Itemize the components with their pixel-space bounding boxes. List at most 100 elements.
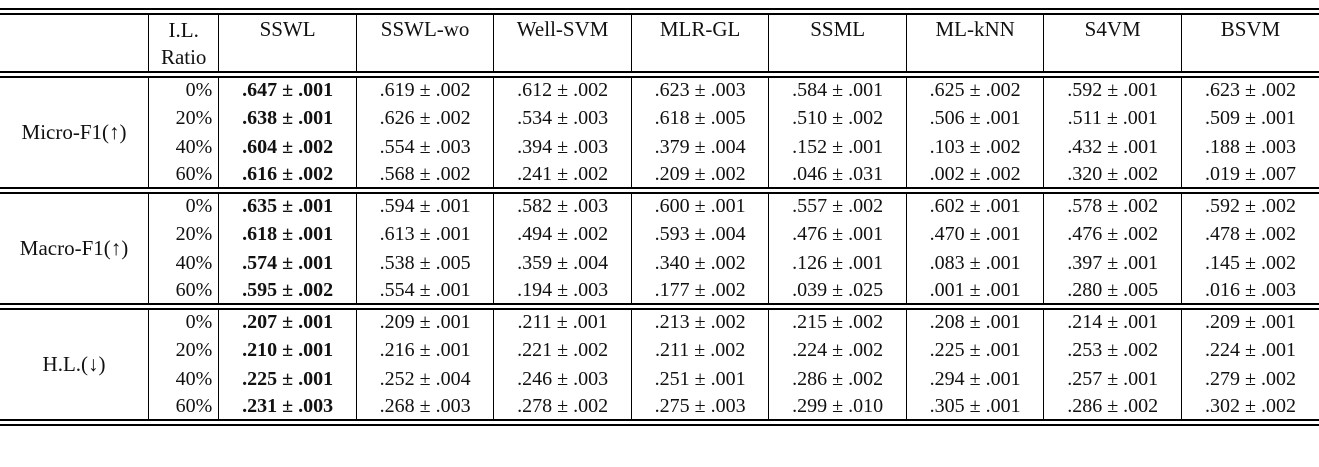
cell-mlr-gl: .600 ± .001	[630, 190, 769, 220]
cell-mlr-gl: .593 ± .004	[630, 219, 769, 249]
ratio-cell: 60%	[148, 161, 219, 191]
cell-s4vm: .257 ± .001	[1043, 364, 1182, 394]
cell-ssml: .224 ± .002	[768, 335, 907, 365]
cell-ssml: .046 ± .031	[768, 161, 907, 191]
ratio-cell: 0%	[148, 306, 219, 336]
cell-sswl: .638 ± .001	[218, 103, 357, 133]
metric-label-hl: H.L.(↓)	[42, 352, 106, 376]
col-header-well-svm: Well-SVM	[493, 11, 632, 75]
cell-mlr-gl: .340 ± .002	[630, 248, 769, 278]
col-header-ssml: SSML	[768, 11, 907, 75]
col-header-sswl-wo: SSWL-wo	[355, 11, 494, 75]
cell-sswl: .635 ± .001	[218, 190, 357, 220]
cell-ml-knn: .305 ± .001	[905, 393, 1044, 423]
cell-bsvm: .478 ± .002	[1180, 219, 1319, 249]
cell-s4vm: .397 ± .001	[1043, 248, 1182, 278]
cell-bsvm: .019 ± .007	[1180, 161, 1319, 191]
cell-sswl: .207 ± .001	[218, 306, 357, 336]
cell-sswl-wo: .209 ± .001	[355, 306, 494, 336]
cell-sswl: .616 ± .002	[218, 161, 357, 191]
cell-s4vm: .320 ± .002	[1043, 161, 1182, 191]
il-label-line2: Ratio	[160, 45, 207, 69]
cell-sswl-wo: .538 ± .005	[355, 248, 494, 278]
cell-sswl-wo: .554 ± .001	[355, 277, 494, 307]
cell-ml-knn: .002 ± .002	[905, 161, 1044, 191]
cell-ssml: .126 ± .001	[768, 248, 907, 278]
section-macro-f1: Macro-F1(↑) 0% .635 ± .001 .594 ± .001 .…	[0, 190, 1319, 307]
ratio-cell: 40%	[148, 248, 219, 278]
cell-s4vm: .432 ± .001	[1043, 132, 1182, 162]
metric-label-micro-f1: Micro-F1(↑)	[21, 120, 127, 144]
cell-ssml: .215 ± .002	[768, 306, 907, 336]
cell-ml-knn: .470 ± .001	[905, 219, 1044, 249]
ratio-cell: 20%	[148, 335, 219, 365]
corner-cell	[0, 12, 149, 75]
cell-sswl-wo: .613 ± .001	[355, 219, 494, 249]
cell-ml-knn: .083 ± .001	[905, 248, 1044, 278]
cell-mlr-gl: .618 ± .005	[630, 103, 769, 133]
cell-sswl: .647 ± .001	[218, 74, 357, 104]
cell-ml-knn: .001 ± .001	[905, 277, 1044, 307]
cell-sswl-wo: .268 ± .003	[355, 393, 494, 423]
cell-ssml: .039 ± .025	[768, 277, 907, 307]
cell-s4vm: .286 ± .002	[1043, 393, 1182, 423]
cell-well-svm: .582 ± .003	[493, 190, 632, 220]
cell-bsvm: .224 ± .001	[1180, 335, 1319, 365]
table-row: 40% .225 ± .001 .252 ± .004 .246 ± .003 …	[0, 364, 1319, 394]
cell-ml-knn: .225 ± .001	[905, 335, 1044, 365]
cell-sswl-wo: .568 ± .002	[355, 161, 494, 191]
cell-ssml: .476 ± .001	[768, 219, 907, 249]
cell-s4vm: .280 ± .005	[1043, 277, 1182, 307]
cell-sswl: .574 ± .001	[218, 248, 357, 278]
cell-well-svm: .221 ± .002	[493, 335, 632, 365]
metric-label-macro-f1: Macro-F1(↑)	[19, 236, 129, 260]
cell-mlr-gl: .213 ± .002	[630, 306, 769, 336]
cell-well-svm: .278 ± .002	[493, 393, 632, 423]
cell-ssml: .584 ± .001	[768, 74, 907, 104]
cell-bsvm: .016 ± .003	[1180, 277, 1319, 307]
col-header-mlr-gl: MLR-GL	[630, 11, 769, 75]
ratio-cell: 20%	[148, 219, 219, 249]
cell-ml-knn: .208 ± .001	[905, 306, 1044, 336]
cell-ml-knn: .625 ± .002	[905, 74, 1044, 104]
col-header-s4vm: S4VM	[1043, 11, 1182, 75]
il-label-line1: I.L.	[168, 18, 199, 42]
cell-sswl-wo: .619 ± .002	[355, 74, 494, 104]
cell-well-svm: .394 ± .003	[493, 132, 632, 162]
cell-sswl-wo: .554 ± .003	[355, 132, 494, 162]
cell-bsvm: .592 ± .002	[1180, 190, 1319, 220]
section-micro-f1: Micro-F1(↑) 0% .647 ± .001 .619 ± .002 .…	[0, 74, 1319, 191]
cell-mlr-gl: .211 ± .002	[630, 335, 769, 365]
cell-well-svm: .359 ± .004	[493, 248, 632, 278]
cell-sswl: .210 ± .001	[218, 335, 357, 365]
cell-bsvm: .509 ± .001	[1180, 103, 1319, 133]
cell-bsvm: .209 ± .001	[1180, 306, 1319, 336]
cell-ssml: .152 ± .001	[768, 132, 907, 162]
cell-s4vm: .214 ± .001	[1043, 306, 1182, 336]
cell-sswl-wo: .594 ± .001	[355, 190, 494, 220]
cell-ssml: .299 ± .010	[768, 393, 907, 423]
table-row: 60% .595 ± .002 .554 ± .001 .194 ± .003 …	[0, 277, 1319, 307]
ratio-cell: 40%	[148, 132, 219, 162]
cell-s4vm: .253 ± .002	[1043, 335, 1182, 365]
ratio-cell: 40%	[148, 364, 219, 394]
cell-sswl: .595 ± .002	[218, 277, 357, 307]
cell-bsvm: .279 ± .002	[1180, 364, 1319, 394]
cell-well-svm: .194 ± .003	[493, 277, 632, 307]
table-row: 20% .638 ± .001 .626 ± .002 .534 ± .003 …	[0, 103, 1319, 133]
col-header-il-ratio: I.L. Ratio	[148, 11, 219, 75]
table-row: 20% .210 ± .001 .216 ± .001 .221 ± .002 …	[0, 335, 1319, 365]
cell-bsvm: .145 ± .002	[1180, 248, 1319, 278]
cell-sswl-wo: .626 ± .002	[355, 103, 494, 133]
cell-mlr-gl: .379 ± .004	[630, 132, 769, 162]
table-row: Macro-F1(↑) 0% .635 ± .001 .594 ± .001 .…	[0, 190, 1319, 260]
table-row: 40% .574 ± .001 .538 ± .005 .359 ± .004 …	[0, 248, 1319, 278]
cell-mlr-gl: .623 ± .003	[630, 74, 769, 104]
page: I.L. Ratio SSWL SSWL-wo Well-SVM MLR-GL …	[0, 8, 1319, 426]
cell-s4vm: .578 ± .002	[1043, 190, 1182, 220]
col-header-sswl: SSWL	[218, 11, 357, 75]
cell-sswl-wo: .252 ± .004	[355, 364, 494, 394]
cell-well-svm: .211 ± .001	[493, 306, 632, 336]
ratio-cell: 20%	[148, 103, 219, 133]
section-hl: H.L.(↓) 0% .207 ± .001 .209 ± .001 .211 …	[0, 306, 1319, 423]
